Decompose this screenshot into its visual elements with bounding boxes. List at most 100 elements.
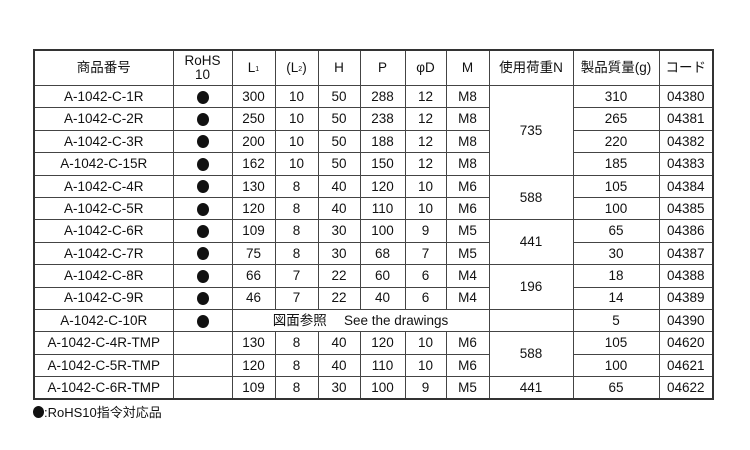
rohs-cell [172,376,233,400]
rohs-cell [172,286,233,310]
l1-cell: 162 [231,152,276,176]
l1-cell: 109 [231,219,276,243]
header-l2-close: ) [302,60,307,76]
h-cell: 30 [317,376,361,400]
mass-cell: 310 [572,84,660,109]
header-rohs: RoHS 10 [172,49,233,86]
rohs-dot-icon [196,202,209,216]
p-cell: 100 [359,376,406,400]
header-rohs-line2: 10 [194,67,211,82]
mass-cell: 100 [572,353,660,378]
mass-cell: 220 [572,129,660,154]
p-cell: 238 [359,107,406,131]
table-row: A-1042-C-2R 250 10 50 238 12 M8 265 04381 [33,107,714,131]
d-cell: 10 [404,331,447,355]
code-cell: 04621 [658,353,714,378]
d-cell: 10 [404,174,447,198]
drawing-note-cell: 図面参照 See the drawings [231,308,490,333]
rohs-cell [172,129,233,154]
table-row: A-1042-C-7R 75 8 30 68 7 M5 30 04387 [33,241,714,266]
rohs-dot-icon [196,247,209,261]
product-no-cell: A-1042-C-5R-TMP [33,353,174,378]
l2-cell: 7 [274,264,319,288]
header-l1: L1 [231,49,276,86]
mass-cell: 30 [572,241,660,266]
code-cell: 04390 [658,308,714,333]
d-cell: 12 [404,84,447,109]
d-cell: 6 [404,264,447,288]
m-cell: M5 [445,376,490,400]
l2-cell: 8 [274,241,319,266]
l2-cell: 10 [274,84,319,109]
rohs-dot-icon [196,135,209,149]
rohs-cell [172,241,233,266]
l1-cell: 120 [231,353,276,378]
header-row: 商品番号 RoHS 10 L1 (L2) H P φD M 使用荷重N 製品質量(… [33,49,714,86]
rohs-cell [172,107,233,131]
l2-cell: 8 [274,376,319,400]
l1-cell: 250 [231,107,276,131]
d-cell: 9 [404,219,447,243]
code-cell: 04389 [658,286,714,310]
mass-cell: 185 [572,152,660,176]
table-row: A-1042-C-5R 120 8 40 110 10 M6 100 04385 [33,196,714,221]
table-row: A-1042-C-3R 200 10 50 188 12 M8 220 04382 [33,129,714,154]
table-row: A-1042-C-10R 図面参照 See the drawings 5 04390 [33,308,714,333]
h-cell: 50 [317,107,361,131]
header-h: H [317,49,361,86]
code-cell: 04385 [658,196,714,221]
table-row: A-1042-C-4R 130 8 40 120 10 M6 588 105 04384 [33,174,714,221]
h-cell: 30 [317,241,361,266]
d-cell: 10 [404,196,447,221]
rohs-cell [172,264,233,288]
rohs-cell [172,353,233,378]
rohs-dot-icon [196,314,209,328]
l2-cell: 8 [274,331,319,355]
header-p: P [359,49,406,86]
h-cell: 50 [317,129,361,154]
d-cell: 10 [404,353,447,378]
m-cell: M6 [445,331,490,355]
l2-cell: 8 [274,219,319,243]
mass-cell: 14 [572,286,660,310]
load-cell: 588 [488,331,574,378]
m-cell: M8 [445,129,490,154]
p-cell: 110 [359,353,406,378]
header-l2: (L2) [274,49,319,86]
m-cell: M6 [445,174,490,198]
h-cell: 22 [317,264,361,288]
m-cell: M5 [445,219,490,243]
mass-cell: 265 [572,107,660,131]
mass-cell: 5 [572,308,660,333]
header-rohs-line1: RoHS [184,52,221,68]
rohs-dot-icon [196,269,209,283]
h-cell: 22 [317,286,361,310]
rohs-cell [172,308,233,333]
d-cell: 7 [404,241,447,266]
p-cell: 68 [359,241,406,266]
p-cell: 288 [359,84,406,109]
load-cell [488,308,574,333]
rohs-dot-icon [33,406,44,418]
h-cell: 50 [317,152,361,176]
header-l2-sub: 2 [298,66,303,74]
d-cell: 9 [404,376,447,400]
table-row: A-1042-C-8R 66 7 22 60 6 M4 196 18 04388 [33,264,714,310]
rohs-cell [172,219,233,243]
rohs-cell [172,84,233,109]
code-cell: 04388 [658,264,714,288]
p-cell: 60 [359,264,406,288]
l1-cell: 46 [231,286,276,310]
d-cell: 12 [404,152,447,176]
table-row: A-1042-C-5R-TMP 120 8 40 110 10 M6 100 04621 [33,353,714,378]
header-mass: 製品質量(g) [572,49,660,86]
h-cell: 40 [317,331,361,355]
mass-cell: 65 [572,219,660,243]
p-cell: 40 [359,286,406,310]
product-no-cell: A-1042-C-10R [33,308,174,333]
rohs-cell [172,331,233,355]
p-cell: 120 [359,331,406,355]
product-no-cell: A-1042-C-4R-TMP [33,331,174,355]
m-cell: M5 [445,241,490,266]
m-cell: M8 [445,107,490,131]
